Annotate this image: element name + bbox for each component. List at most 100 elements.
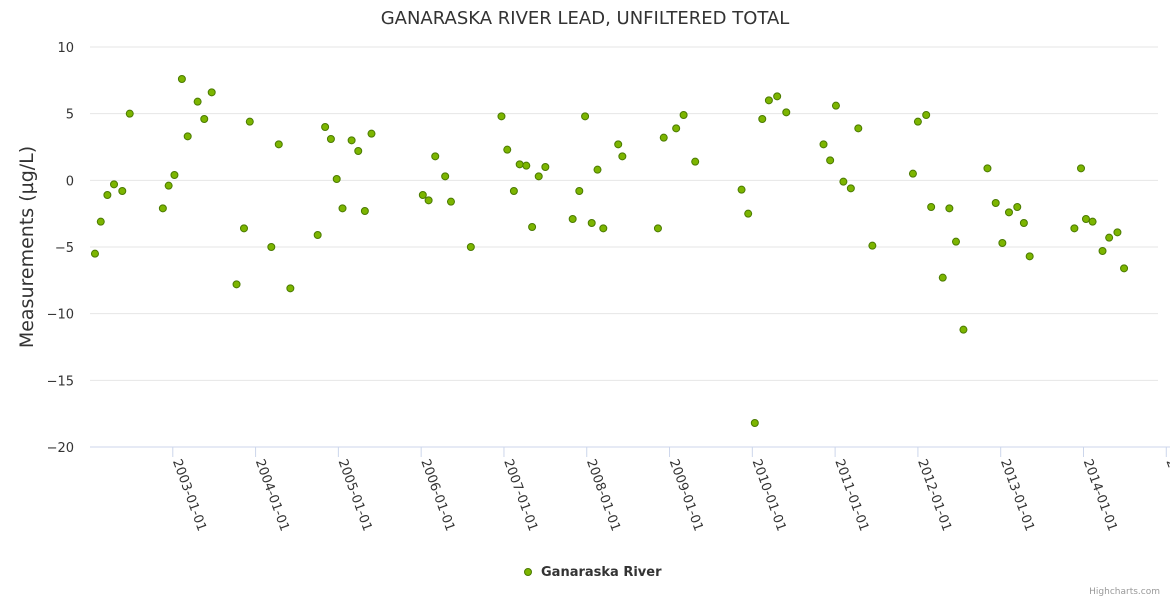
data-point[interactable] <box>338 204 347 213</box>
data-point[interactable] <box>424 196 433 205</box>
data-point[interactable] <box>367 129 376 138</box>
data-point[interactable] <box>193 97 202 106</box>
data-point[interactable] <box>1081 215 1090 223</box>
data-point[interactable] <box>618 152 627 161</box>
data-point[interactable] <box>653 224 662 233</box>
data-point[interactable] <box>737 185 746 194</box>
data-point[interactable] <box>819 140 828 149</box>
data-point[interactable] <box>515 160 524 169</box>
data-point[interactable] <box>286 284 295 293</box>
data-point[interactable] <box>326 135 335 143</box>
data-point[interactable] <box>679 111 688 119</box>
data-point[interactable] <box>267 243 276 251</box>
data-point[interactable] <box>581 112 590 121</box>
data-point[interactable] <box>158 204 167 213</box>
data-point[interactable] <box>274 140 283 149</box>
data-point[interactable] <box>232 280 241 289</box>
x-tick-label: 2015-01-01 <box>1163 457 1170 533</box>
data-point[interactable] <box>347 136 356 145</box>
data-point[interactable] <box>509 187 518 195</box>
data-point[interactable] <box>528 223 537 231</box>
data-point[interactable] <box>441 172 450 181</box>
data-point[interactable] <box>313 231 322 239</box>
data-point[interactable] <box>1004 208 1013 217</box>
data-point[interactable] <box>245 117 254 126</box>
data-point[interactable] <box>691 157 700 166</box>
data-point[interactable] <box>503 145 512 154</box>
data-point[interactable] <box>170 171 179 179</box>
data-point[interactable] <box>497 112 506 121</box>
data-point[interactable] <box>321 123 330 131</box>
data-point[interactable] <box>764 96 773 105</box>
data-point[interactable] <box>773 92 782 101</box>
data-point[interactable] <box>90 249 99 258</box>
data-point[interactable] <box>839 177 848 186</box>
data-point[interactable] <box>125 109 134 118</box>
data-point[interactable] <box>332 175 341 183</box>
data-point[interactable] <box>1098 247 1107 255</box>
data-point[interactable] <box>951 237 960 246</box>
data-point[interactable] <box>1077 164 1086 173</box>
legend-label[interactable]: Ganaraska River <box>541 565 662 580</box>
data-point[interactable] <box>1013 203 1022 211</box>
data-point[interactable] <box>868 241 877 250</box>
data-point[interactable] <box>854 124 863 133</box>
data-point[interactable] <box>200 115 209 123</box>
data-point[interactable] <box>599 224 608 233</box>
data-point[interactable] <box>1113 228 1122 237</box>
data-point[interactable] <box>913 117 922 126</box>
data-point[interactable] <box>593 165 602 174</box>
data-point[interactable] <box>110 180 119 189</box>
data-point[interactable] <box>672 124 681 133</box>
data-point[interactable] <box>938 273 947 282</box>
data-point[interactable] <box>446 197 455 206</box>
x-tick-label: 2005-01-01 <box>335 457 375 533</box>
data-point[interactable] <box>1025 252 1034 261</box>
data-point[interactable] <box>744 209 753 218</box>
data-point[interactable] <box>183 132 192 141</box>
data-point[interactable] <box>959 325 968 334</box>
scatter-points <box>90 75 1129 427</box>
data-point[interactable] <box>541 163 550 171</box>
data-point[interactable] <box>983 164 992 173</box>
data-point[interactable] <box>1120 264 1129 273</box>
data-point[interactable] <box>466 243 475 251</box>
data-point[interactable] <box>118 187 127 195</box>
data-point[interactable] <box>575 187 584 195</box>
data-point[interactable] <box>998 239 1007 247</box>
data-point[interactable] <box>908 169 917 178</box>
data-point[interactable] <box>177 75 186 83</box>
data-point[interactable] <box>782 108 791 117</box>
credits-link[interactable]: Highcharts.com <box>1089 587 1160 597</box>
data-point[interactable] <box>758 115 767 123</box>
data-point[interactable] <box>431 152 440 161</box>
x-tick-label: 2011-01-01 <box>831 457 871 533</box>
data-point[interactable] <box>418 191 427 199</box>
data-point[interactable] <box>1019 219 1028 227</box>
data-point[interactable] <box>614 140 623 149</box>
legend[interactable]: Ganaraska River <box>524 565 663 580</box>
data-point[interactable] <box>360 207 369 215</box>
data-point[interactable] <box>207 88 216 97</box>
data-point[interactable] <box>659 133 668 142</box>
data-point[interactable] <box>1105 233 1114 242</box>
data-point[interactable] <box>96 217 105 226</box>
data-point[interactable] <box>1070 224 1079 233</box>
data-point[interactable] <box>534 172 543 181</box>
data-point[interactable] <box>568 215 577 223</box>
data-point[interactable] <box>927 203 936 211</box>
data-point[interactable] <box>750 419 759 427</box>
data-point[interactable] <box>354 147 363 155</box>
data-point[interactable] <box>103 191 112 199</box>
data-point[interactable] <box>831 101 840 110</box>
data-point[interactable] <box>846 184 855 193</box>
data-point[interactable] <box>239 224 248 233</box>
data-point[interactable] <box>945 204 954 213</box>
data-point[interactable] <box>922 111 931 119</box>
data-point[interactable] <box>826 156 835 165</box>
data-point[interactable] <box>164 181 173 190</box>
data-point[interactable] <box>991 199 1000 207</box>
data-point[interactable] <box>1088 217 1097 226</box>
data-point[interactable] <box>522 161 531 170</box>
data-point[interactable] <box>587 219 596 227</box>
